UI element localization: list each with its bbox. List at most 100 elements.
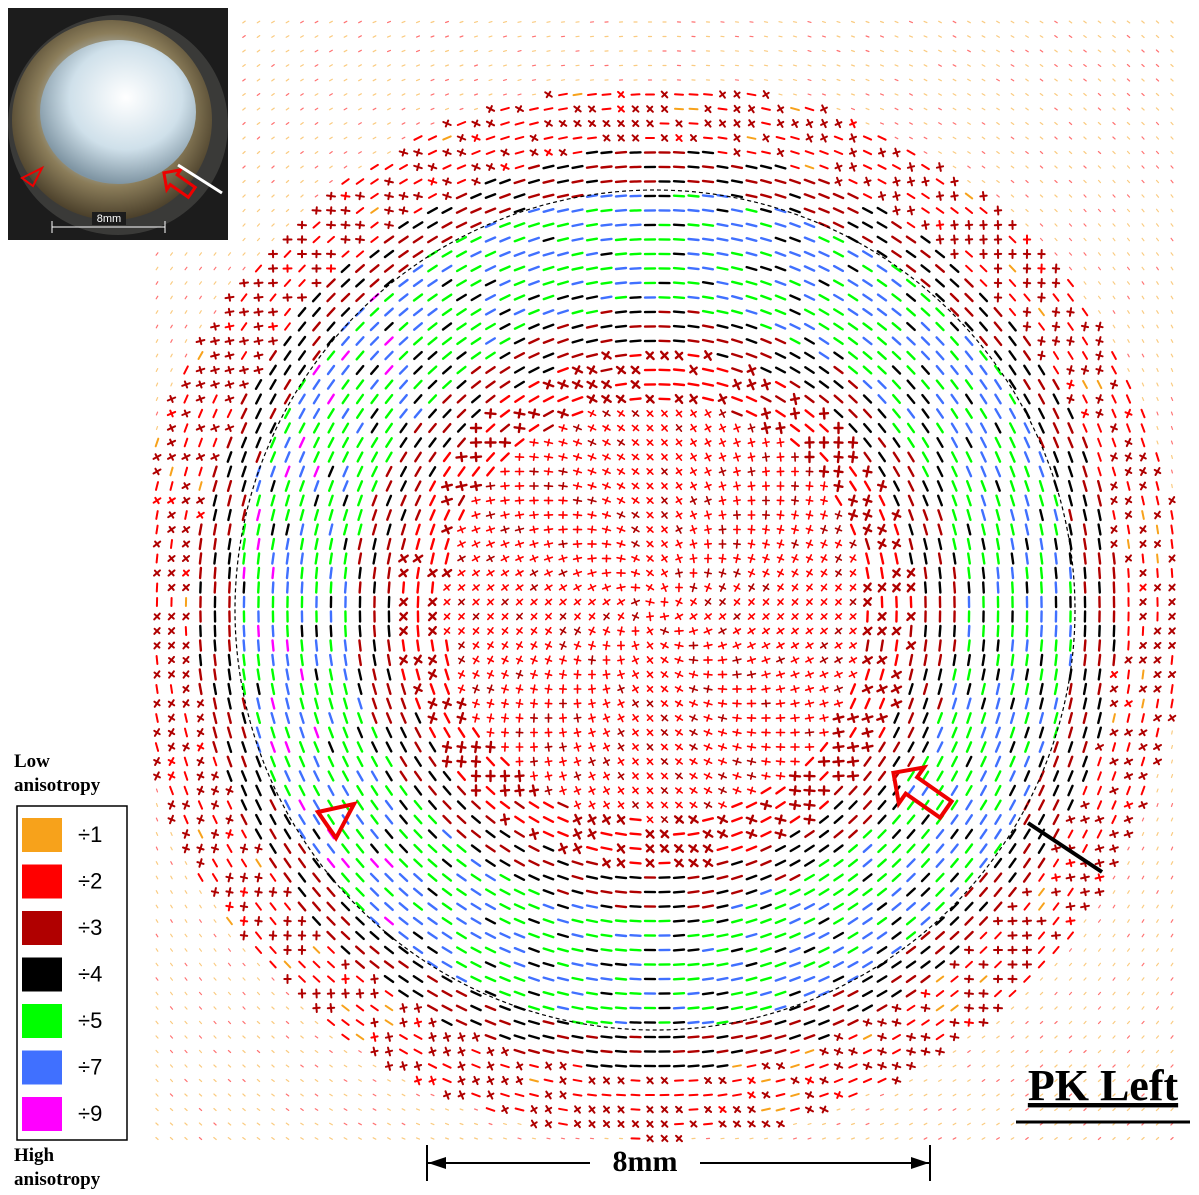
glyph [852, 65, 855, 66]
glyph [820, 977, 829, 981]
glyph [820, 166, 827, 169]
glyph [530, 833, 538, 835]
glyph [864, 439, 870, 447]
glyph [689, 877, 699, 878]
glyph [748, 486, 754, 487]
glyph [371, 1036, 377, 1037]
glyph [371, 845, 377, 853]
glyph [256, 815, 261, 824]
glyph [718, 1065, 728, 1066]
glyph [315, 181, 317, 183]
glyph [171, 482, 173, 490]
glyph [732, 195, 742, 197]
glyph [214, 1050, 216, 1052]
glyph [878, 136, 885, 139]
glyph [185, 1007, 187, 1009]
glyph [606, 570, 607, 576]
glyph [866, 1123, 869, 1124]
glyph [431, 1109, 434, 1110]
glyph [631, 863, 641, 864]
glyph [791, 398, 799, 400]
glyph [762, 152, 770, 154]
glyph [243, 992, 245, 994]
glyph [852, 1109, 855, 1110]
glyph [185, 282, 187, 284]
glyph [776, 296, 785, 300]
glyph [548, 439, 549, 445]
glyph [272, 1022, 274, 1024]
glyph [472, 977, 481, 981]
glyph [285, 351, 291, 359]
glyph [428, 295, 436, 301]
glyph [852, 108, 855, 109]
glyph [156, 282, 158, 285]
glyph [388, 1080, 391, 1081]
glyph [776, 195, 786, 198]
glyph [761, 948, 771, 951]
glyph [518, 1138, 521, 1139]
glyph [864, 381, 871, 388]
glyph [631, 326, 641, 327]
glyph [574, 674, 580, 675]
glyph [674, 312, 684, 313]
glyph [214, 425, 216, 431]
glyph [602, 239, 612, 240]
glyph [689, 1066, 699, 1067]
glyph [244, 568, 245, 578]
glyph [156, 311, 158, 314]
glyph [386, 801, 392, 809]
glyph [475, 65, 478, 66]
glyph [200, 382, 202, 388]
glyph [821, 772, 828, 779]
glyph [722, 642, 724, 648]
glyph [185, 1079, 187, 1081]
glyph [501, 108, 509, 110]
glyph [156, 296, 158, 299]
glyph [388, 193, 389, 199]
glyph [256, 932, 261, 938]
glyph [703, 311, 713, 313]
glyph [344, 21, 347, 22]
glyph [703, 268, 713, 270]
glyph [286, 1094, 288, 1096]
glyph [400, 889, 407, 896]
glyph [501, 367, 509, 372]
glyph [748, 456, 754, 457]
glyph [761, 963, 771, 966]
glyph [170, 468, 172, 476]
glyph [460, 51, 463, 52]
glyph [515, 992, 524, 995]
glyph [185, 382, 187, 388]
glyph [849, 457, 857, 458]
glyph [616, 950, 626, 951]
glyph [371, 194, 378, 198]
glyph [444, 410, 451, 417]
glyph [808, 672, 810, 678]
glyph [573, 920, 583, 922]
glyph [356, 932, 363, 939]
glyph [171, 296, 173, 299]
glyph [487, 468, 493, 476]
glyph [761, 876, 770, 880]
glyph [156, 340, 157, 343]
glyph [805, 367, 813, 372]
glyph [486, 338, 495, 343]
glyph [864, 816, 871, 823]
glyph [719, 558, 725, 559]
glyph [256, 903, 261, 909]
glyph [241, 848, 247, 850]
glyph [852, 36, 855, 37]
glyph [171, 540, 172, 548]
glyph [257, 195, 259, 197]
glyph [386, 1065, 392, 1067]
glyph [199, 439, 202, 447]
glyph [156, 949, 158, 951]
glyph [386, 991, 393, 996]
glyph [761, 354, 770, 358]
glyph [821, 108, 827, 111]
glyph [386, 786, 392, 794]
glyph [866, 22, 869, 23]
glyph [809, 787, 810, 795]
glyph [459, 1065, 465, 1067]
glyph [790, 238, 799, 242]
